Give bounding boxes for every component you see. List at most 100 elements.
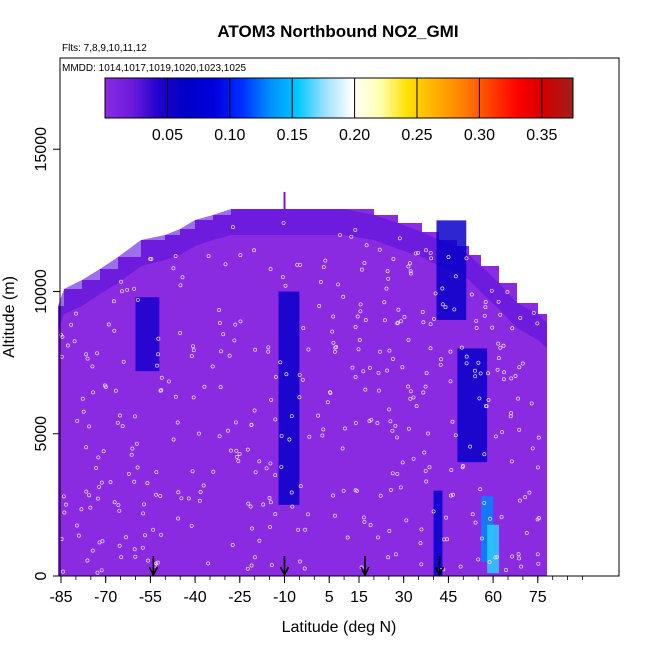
sample-point — [253, 470, 258, 475]
sample-point — [106, 322, 111, 327]
sample-point — [535, 321, 540, 326]
sample-point — [336, 282, 341, 287]
sample-point — [384, 286, 389, 291]
sample-point — [345, 535, 350, 540]
sample-point — [431, 509, 436, 514]
sample-point — [423, 468, 428, 473]
no2-feature-cell — [457, 348, 488, 463]
sample-point — [448, 349, 453, 354]
sample-point — [85, 558, 90, 563]
sample-point — [433, 291, 438, 296]
sample-point — [159, 388, 164, 393]
sample-point — [341, 488, 346, 493]
sample-point — [498, 312, 503, 317]
sample-point — [284, 372, 289, 377]
sample-point — [99, 480, 104, 485]
sample-point — [411, 395, 416, 400]
sample-point — [367, 365, 372, 370]
sample-point — [217, 308, 221, 312]
sample-point — [473, 374, 478, 379]
sample-point — [120, 289, 124, 294]
sample-point — [407, 261, 412, 266]
sample-point — [191, 395, 196, 400]
sample-point — [501, 377, 506, 382]
sample-point — [176, 490, 181, 495]
sample-point — [483, 300, 488, 304]
sample-point — [130, 446, 135, 451]
sample-point — [449, 493, 453, 498]
sample-point — [395, 435, 399, 440]
sample-point — [498, 345, 503, 350]
sample-point — [148, 256, 153, 261]
sample-point — [300, 377, 305, 382]
sample-point — [439, 357, 443, 362]
sample-point — [248, 504, 253, 509]
sample-point — [429, 256, 434, 261]
sample-point — [422, 450, 427, 455]
sample-point — [287, 437, 292, 442]
sample-point — [117, 413, 122, 418]
x-tick-label: 75 — [529, 589, 547, 606]
sample-point — [249, 422, 254, 427]
sample-point — [428, 322, 433, 327]
sample-point — [232, 338, 237, 343]
sample-point — [76, 533, 81, 538]
sample-point — [145, 481, 150, 486]
sample-point — [189, 354, 194, 359]
sample-point — [279, 433, 284, 438]
sample-point — [375, 421, 380, 425]
sample-point — [333, 345, 338, 350]
sample-point — [307, 434, 312, 439]
sample-point — [228, 448, 233, 453]
sample-point — [404, 518, 409, 523]
sample-point — [249, 563, 254, 568]
sample-point — [395, 321, 400, 326]
x-tick-label: 15 — [350, 589, 368, 606]
sample-point — [341, 294, 346, 299]
sample-point — [361, 515, 366, 520]
sample-point — [268, 461, 273, 466]
sample-point — [529, 401, 534, 406]
sample-point — [317, 304, 322, 308]
sample-point — [218, 385, 223, 390]
sample-point — [524, 531, 529, 535]
sample-point — [94, 466, 99, 470]
sample-point — [129, 452, 134, 457]
sample-point — [85, 356, 90, 361]
sample-point — [173, 254, 178, 259]
sample-point — [340, 446, 345, 451]
sample-point — [505, 290, 510, 294]
sample-point — [135, 465, 140, 470]
sample-point — [421, 390, 426, 395]
sample-point — [318, 280, 323, 284]
sample-point — [331, 314, 336, 319]
sample-point — [517, 427, 522, 432]
sample-point — [289, 490, 294, 495]
sample-point — [450, 419, 455, 424]
sample-point — [388, 419, 393, 424]
sample-point — [400, 460, 405, 465]
sample-point — [302, 566, 307, 571]
sample-point — [297, 395, 302, 400]
sample-point — [391, 257, 396, 261]
sample-point — [273, 375, 278, 379]
sample-point — [62, 510, 67, 515]
x-tick-label: 5 — [325, 589, 334, 606]
upper-band — [58, 209, 547, 348]
x-tick-label: -85 — [49, 589, 72, 606]
sample-point — [408, 396, 413, 401]
sample-point — [119, 555, 124, 560]
x-tick-label: -10 — [273, 589, 296, 606]
sample-point — [266, 349, 271, 354]
sample-point — [432, 316, 436, 321]
sample-point — [523, 495, 528, 500]
sample-point — [477, 396, 482, 401]
sample-point — [363, 318, 368, 323]
sample-point — [75, 418, 80, 423]
sample-point — [273, 417, 278, 422]
sample-point — [493, 555, 498, 560]
x-tick-label: 45 — [440, 589, 458, 606]
sample-point — [269, 397, 274, 402]
sample-point — [72, 339, 77, 344]
sample-point — [64, 502, 68, 507]
